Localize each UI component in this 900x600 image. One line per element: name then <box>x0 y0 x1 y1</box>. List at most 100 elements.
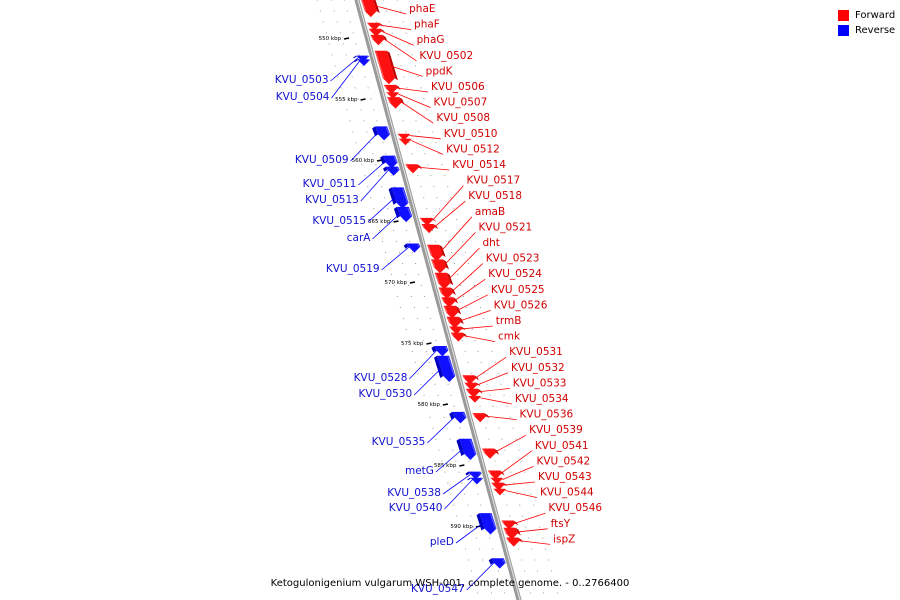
scale-tick-label: 590 kbp <box>450 524 473 530</box>
reverse-gene-kvu_0503 <box>353 55 370 63</box>
forward-gene-label: KVU_0541 <box>535 440 589 452</box>
forward-leader-line <box>480 397 512 405</box>
reverse-gene-label: KVU_0538 <box>387 487 441 499</box>
forward-gene-kvu_0524 <box>441 297 459 308</box>
scale-tick <box>459 464 465 467</box>
forward-gene-kvu_0531 <box>462 375 479 385</box>
forward-leader-line <box>518 540 551 545</box>
forward-gene-cmk <box>450 332 468 342</box>
reverse-gene-label: KVU_0535 <box>372 436 426 448</box>
forward-gene-label: KVU_0533 <box>513 377 567 389</box>
forward-gene-label: KVU_0543 <box>538 471 592 483</box>
reverse-leader-line <box>442 473 472 495</box>
forward-gene-kvu_0506 <box>383 84 401 95</box>
forward-gene-label: KVU_0525 <box>491 284 545 296</box>
forward-gene-label: ispZ <box>553 533 575 545</box>
reverse-gene-label: KVU_0530 <box>358 388 412 400</box>
legend: Forward Reverse <box>838 8 895 38</box>
forward-leader-line <box>456 294 489 311</box>
forward-gene-label: KVU_0539 <box>529 424 583 436</box>
reverse-leader-line <box>413 367 443 396</box>
scale-tick <box>360 98 366 101</box>
reverse-gene-kvu_0547 <box>488 558 506 569</box>
scale-tick-label: 575 kbp <box>401 341 424 347</box>
forward-gene-label: KVU_0526 <box>494 299 548 311</box>
reverse-gene-kvu_0528 <box>431 346 449 357</box>
forward-gene-ppdk <box>374 50 398 85</box>
forward-gene-label: cmk <box>498 331 521 343</box>
forward-leader-line <box>461 325 493 330</box>
reverse-gene-label: pleD <box>430 536 454 548</box>
forward-leader-line <box>383 38 417 62</box>
scale-tick-label: 580 kbp <box>417 402 440 408</box>
forward-gene-kvu_0541 <box>488 470 505 480</box>
scale-tick <box>426 342 432 345</box>
forward-gene-label: phaG <box>417 34 445 46</box>
scale-tick <box>409 281 416 284</box>
reverse-gene-label: KVU_0540 <box>389 502 443 514</box>
scale-tick-label: 570 kbp <box>385 280 408 286</box>
reverse-leader-line <box>331 60 360 99</box>
legend-forward-label: Forward <box>855 10 896 21</box>
reverse-leader-line <box>466 561 496 591</box>
forward-leader-line <box>432 185 464 221</box>
forward-leader-line <box>476 372 509 386</box>
forward-gene-kvu_0508 <box>387 97 405 109</box>
forward-gene-phag <box>368 28 386 37</box>
forward-leader-line <box>434 200 466 228</box>
forward-swatch <box>838 10 849 21</box>
forward-leader-line <box>505 490 538 498</box>
scale-tick <box>442 403 449 406</box>
forward-gene-amab <box>427 244 446 262</box>
forward-gene-kvu_0512 <box>398 138 415 146</box>
reverse-gene-kvu_0535 <box>449 411 467 424</box>
forward-leader-line <box>451 263 484 293</box>
forward-gene-label: KVU_0517 <box>466 175 520 187</box>
forward-gene-label: phaF <box>414 19 440 31</box>
reverse-gene-kvu_0513 <box>382 166 400 176</box>
forward-gene-label: KVU_0512 <box>446 143 500 155</box>
forward-leader-line <box>379 24 412 30</box>
scale-tick-label: 555 kbp <box>335 97 358 103</box>
forward-gene-label: trmB <box>496 315 522 327</box>
legend-reverse-label: Reverse <box>855 25 896 36</box>
forward-gene-kvu_0514 <box>405 164 422 174</box>
forward-leader-line <box>502 466 534 480</box>
reverse-gene-label: KVU_0547 <box>411 583 465 595</box>
forward-gene-kvu_0517 <box>419 217 437 226</box>
forward-gene-kvu_0534 <box>467 396 484 403</box>
forward-leader-line <box>454 278 486 302</box>
scale-tick-label: 560 kbp <box>352 158 375 164</box>
reverse-gene-kvu_0530 <box>434 355 456 382</box>
reverse-leader-line <box>455 521 485 544</box>
forward-leader-line <box>410 140 444 155</box>
forward-leader-line <box>500 450 533 474</box>
forward-gene-label: KVU_0502 <box>419 50 473 62</box>
forward-gene-label: KVU_0506 <box>431 81 485 93</box>
reverse-leader-line <box>444 479 473 510</box>
reverse-gene-kvu_0540 <box>466 477 483 485</box>
reverse-gene-label: KVU_0513 <box>305 194 359 206</box>
forward-gene-kvu_0544 <box>492 488 509 496</box>
forward-gene-phae <box>361 0 380 18</box>
forward-gene-label: KVU_0536 <box>520 409 574 421</box>
reverse-gene-label: metG <box>405 465 434 477</box>
forward-leader-line <box>374 5 407 15</box>
forward-leader-line <box>474 356 507 379</box>
reverse-gene-label: carA <box>347 232 372 244</box>
reverse-leader-line <box>367 196 397 223</box>
forward-gene-kvu_0539 <box>482 448 500 459</box>
forward-gene-label: dht <box>482 237 499 249</box>
forward-gene-label: KVU_0534 <box>515 393 569 405</box>
forward-leader-line <box>409 135 441 140</box>
reverse-gene-label: KVU_0504 <box>276 91 330 103</box>
forward-leader-line <box>390 65 423 77</box>
forward-gene-label: KVU_0544 <box>540 487 594 499</box>
forward-gene-label: ppdK <box>426 65 454 77</box>
forward-leader-line <box>448 247 480 280</box>
reverse-leader-line <box>427 415 456 444</box>
reverse-gene-kvu_0511 <box>380 155 398 169</box>
reverse-gene-pled <box>476 513 497 535</box>
forward-leader-line <box>459 310 491 322</box>
reverse-gene-kvu_0519 <box>403 243 421 253</box>
